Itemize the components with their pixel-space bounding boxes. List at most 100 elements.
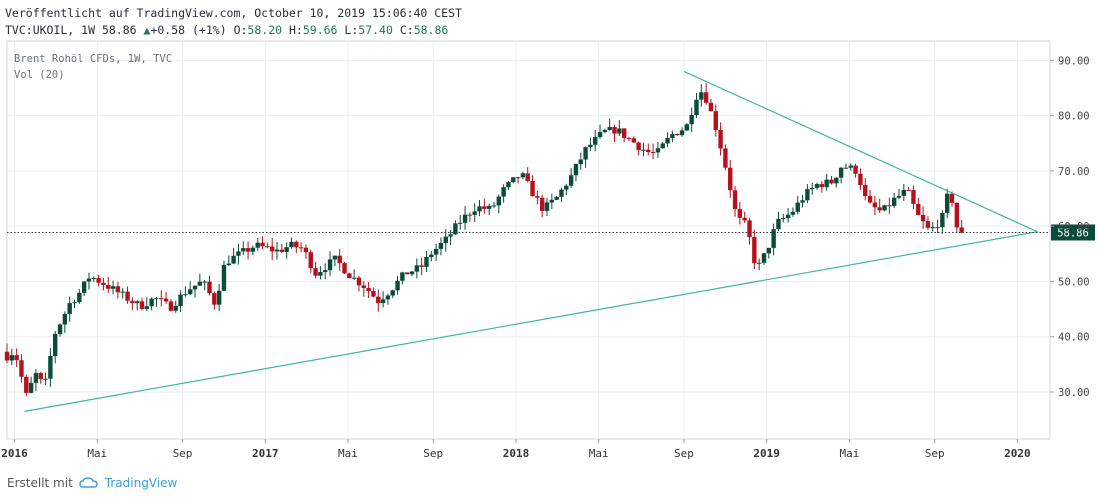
candle-body bbox=[737, 209, 743, 218]
candle-body bbox=[544, 202, 550, 211]
x-tick-label: 2019 bbox=[753, 447, 780, 460]
candle-body bbox=[376, 296, 381, 304]
high-value: 59.66 bbox=[302, 23, 338, 37]
candle-body bbox=[838, 167, 844, 178]
candle-body bbox=[901, 189, 907, 196]
candle-body bbox=[279, 249, 285, 252]
candle-body bbox=[578, 159, 583, 164]
candle-body bbox=[390, 290, 395, 296]
y-axis[interactable]: 30.00 40.00 50.00 60.00 70.00 80.00 90.00 bbox=[1050, 55, 1090, 399]
candle-body bbox=[554, 196, 559, 200]
candle-body bbox=[949, 193, 955, 203]
candle-body bbox=[255, 242, 260, 248]
legend-series: Brent Rohöl CFDs, 1W, TVC bbox=[14, 53, 172, 65]
candle-body bbox=[718, 130, 723, 149]
candle-body bbox=[814, 184, 820, 188]
candle-body bbox=[458, 222, 463, 224]
candle-body bbox=[732, 190, 738, 210]
candle-body bbox=[650, 151, 656, 153]
candle-body bbox=[602, 130, 608, 133]
candle-body bbox=[800, 200, 805, 203]
y-tick-label: 50.00 bbox=[1058, 276, 1090, 288]
low-label: L: bbox=[344, 23, 359, 37]
grid bbox=[7, 41, 1050, 439]
y-tick-label: 40.00 bbox=[1058, 332, 1090, 344]
candle-body bbox=[891, 197, 897, 206]
candle-body bbox=[626, 137, 632, 139]
candle-body bbox=[539, 197, 545, 211]
close-label: C: bbox=[399, 23, 414, 37]
candle-body bbox=[564, 185, 569, 190]
candle-body bbox=[159, 298, 164, 300]
candle-body bbox=[559, 189, 564, 197]
candle-body bbox=[28, 382, 34, 393]
candle-body bbox=[843, 167, 849, 169]
candle-body bbox=[139, 301, 145, 309]
candle-body bbox=[173, 306, 178, 311]
x-axis[interactable]: 2016 Mai Sep 2017 Mai Sep 2018 Mai Sep 2019 Mai Sep… bbox=[1, 439, 1031, 460]
candle-body bbox=[192, 285, 198, 290]
candle-body bbox=[925, 221, 931, 228]
low-value: 57.40 bbox=[358, 23, 393, 37]
candle-body bbox=[684, 124, 690, 131]
open-value: 58.20 bbox=[247, 23, 283, 37]
candle-body bbox=[506, 182, 511, 188]
last-price: 58.86 bbox=[101, 23, 137, 37]
candle-body bbox=[72, 302, 77, 304]
candle-body bbox=[805, 189, 810, 201]
candle-body bbox=[274, 249, 280, 252]
x-tick-label: Sep bbox=[173, 447, 193, 460]
candle-body bbox=[549, 199, 555, 203]
candle-body bbox=[699, 92, 704, 100]
candle-body bbox=[935, 227, 940, 229]
candle-body bbox=[530, 180, 535, 197]
candle-body bbox=[747, 220, 752, 238]
candle-body bbox=[916, 203, 921, 215]
candle-body bbox=[212, 293, 217, 305]
candle-body bbox=[361, 285, 366, 288]
x-tick-label: Mai bbox=[589, 447, 609, 460]
candle-body bbox=[829, 179, 834, 184]
plot-area[interactable] bbox=[6, 40, 1051, 440]
candle-body bbox=[371, 291, 376, 297]
candle-body bbox=[351, 277, 357, 279]
candle-body bbox=[106, 284, 111, 289]
candle-body bbox=[245, 248, 251, 252]
candle-body bbox=[323, 270, 328, 273]
candle-body bbox=[202, 281, 207, 283]
candle-body bbox=[713, 111, 718, 131]
trendlines[interactable] bbox=[24, 70, 1038, 412]
candle-body bbox=[236, 251, 241, 256]
candle-body bbox=[491, 205, 497, 207]
candle-body bbox=[294, 241, 299, 248]
candle-body bbox=[819, 184, 825, 188]
candle-body bbox=[101, 282, 106, 285]
candle-body bbox=[149, 298, 154, 307]
trendline[interactable] bbox=[683, 70, 1038, 233]
y-tick-label: 30.00 bbox=[1058, 387, 1090, 399]
x-tick-label: 2020 bbox=[1004, 447, 1031, 460]
last-price-tag bbox=[1051, 224, 1095, 241]
candle-body bbox=[771, 229, 776, 248]
candle-body bbox=[110, 286, 116, 289]
trendline[interactable] bbox=[24, 231, 1038, 412]
candle-body bbox=[144, 306, 150, 309]
candle-body bbox=[694, 99, 699, 116]
published-caption: Veröffentlicht auf TradingView.com, Octo… bbox=[5, 6, 462, 20]
candle-body bbox=[53, 333, 58, 356]
up-triangle-icon: ▲ bbox=[143, 23, 151, 37]
candle-body bbox=[674, 134, 680, 136]
candle-body bbox=[347, 273, 352, 279]
footer: Erstellt mit TradingView bbox=[7, 476, 177, 490]
candle-body bbox=[467, 214, 473, 216]
tradingview-logo[interactable]: TradingView bbox=[104, 476, 178, 490]
candle-body bbox=[226, 263, 231, 266]
candle-body bbox=[298, 247, 304, 249]
change-value: +0.58 (+1%) bbox=[150, 23, 227, 37]
symbol-label: TVC:UKOIL, 1W bbox=[5, 23, 96, 37]
candle-body bbox=[703, 92, 709, 103]
candle-body bbox=[462, 214, 468, 223]
candle-body bbox=[62, 313, 68, 325]
candle-body bbox=[834, 177, 839, 184]
